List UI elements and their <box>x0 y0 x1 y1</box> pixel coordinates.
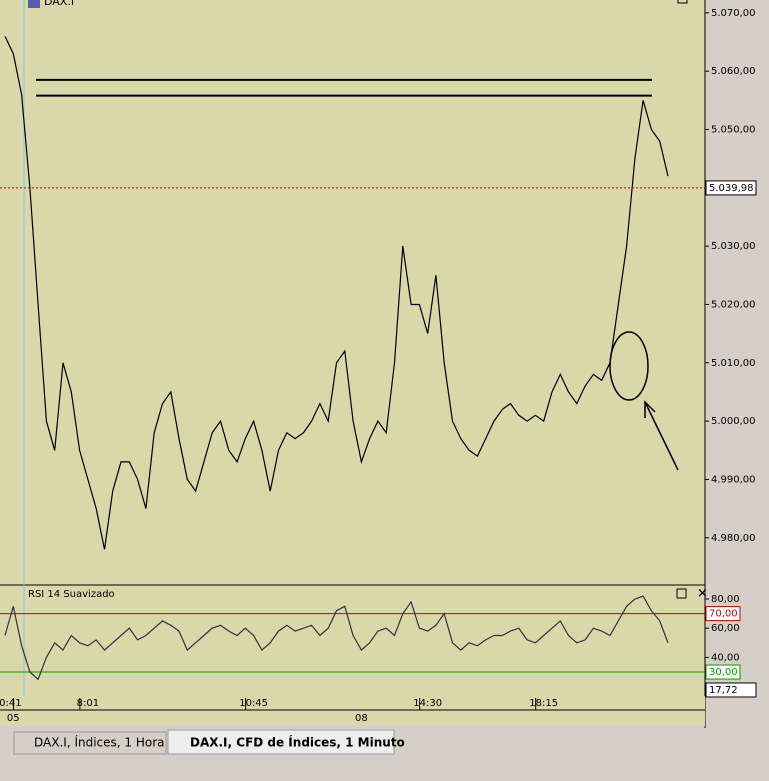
x-tick-label: 20:41 <box>0 698 22 709</box>
date-label: 08 <box>355 713 368 724</box>
maximize[interactable] <box>676 588 687 599</box>
y-tick-label: 5.050,00 <box>711 124 756 135</box>
symbol: DAX.I <box>44 0 74 8</box>
y-tick-label: 5.060,00 <box>711 66 756 77</box>
date-label: 05 <box>7 713 20 724</box>
tab[interactable] <box>13 731 167 755</box>
tab-label[interactable]: DAX.I, Índices, 1 Hora <box>34 735 165 750</box>
arrowhead <box>644 400 656 418</box>
close-icon[interactable]: ✕ <box>697 587 708 602</box>
maximize[interactable] <box>677 0 688 4</box>
tab-label[interactable]: DAX.I, CFD de Índices, 1 Minuto <box>190 735 405 750</box>
current-box <box>705 180 757 196</box>
y-tick-label: 5.020,00 <box>711 299 756 310</box>
circle-annotation <box>609 331 649 401</box>
price-line <box>4 595 669 681</box>
y-tick-label: 5.010,00 <box>711 358 756 369</box>
plot-background <box>0 0 705 696</box>
y-tick-label: 4.980,00 <box>711 533 756 544</box>
level-label: 30,00 <box>709 667 738 678</box>
level-label: 70,00 <box>709 609 738 620</box>
price-axis <box>705 0 769 696</box>
y-tick-label: 80,00 <box>711 594 740 605</box>
panel-title: RSI 14 Suavizado <box>28 589 115 600</box>
arrow <box>644 401 679 471</box>
level-box <box>705 606 741 622</box>
current-label: 5.039,98 <box>709 183 754 194</box>
x-tick-label: 10:45 <box>239 698 268 709</box>
x-tick-label: 8:01 <box>77 698 99 709</box>
current-box <box>705 682 757 698</box>
y-tick-label: 60,00 <box>711 623 740 634</box>
current-label: 17,72 <box>709 685 738 696</box>
y-tick-label: 5.030,00 <box>711 241 756 252</box>
y-tick-label: 5.000,00 <box>711 416 756 427</box>
y-tick-label: 5.070,00 <box>711 8 756 19</box>
time-axis <box>0 696 705 726</box>
x-tick-label: 18:15 <box>529 698 558 709</box>
tab-active[interactable] <box>167 729 395 755</box>
level-box <box>705 664 741 680</box>
y-tick-label: 40,00 <box>711 652 740 663</box>
x-tick-label: 14:30 <box>413 698 442 709</box>
price-line <box>4 35 669 550</box>
symbol-icon <box>28 0 40 8</box>
y-tick-label: 4.990,00 <box>711 474 756 485</box>
